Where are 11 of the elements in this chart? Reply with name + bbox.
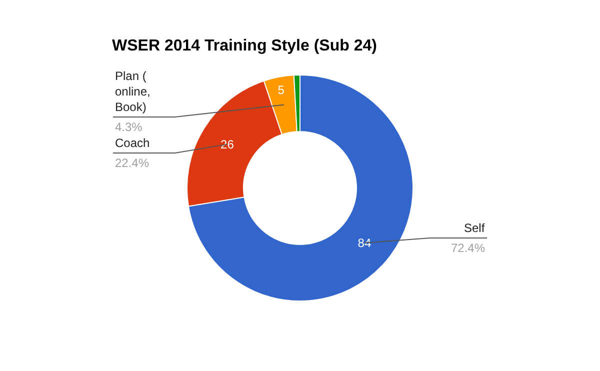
data-label: 5 — [278, 83, 285, 98]
data-label: 26 — [220, 137, 234, 152]
slice-label: Self — [464, 221, 486, 235]
text: 4.3% — [115, 120, 143, 134]
chart-title: WSER 2014 Training Style (Sub 24) — [112, 38, 377, 55]
slice-label: Coach — [115, 136, 150, 150]
donut-slice — [188, 74, 414, 302]
text: 72.4% — [451, 241, 486, 255]
slice-label: Plan ( online, Book) — [115, 69, 150, 114]
text: 22.4% — [115, 156, 150, 170]
data-label: 84 — [358, 236, 372, 250]
